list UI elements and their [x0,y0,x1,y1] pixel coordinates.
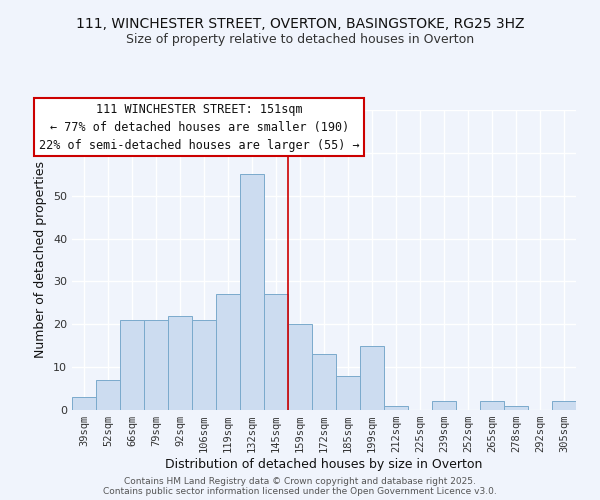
Bar [216,294,240,410]
X-axis label: Distribution of detached houses by size in Overton: Distribution of detached houses by size … [166,458,482,471]
Bar [264,294,288,410]
Bar [240,174,264,410]
Bar [336,376,360,410]
Bar [552,402,576,410]
Bar [312,354,336,410]
Bar [168,316,192,410]
Y-axis label: Number of detached properties: Number of detached properties [34,162,47,358]
Bar [96,380,120,410]
Text: Size of property relative to detached houses in Overton: Size of property relative to detached ho… [126,32,474,46]
Bar [192,320,216,410]
Bar [144,320,168,410]
Bar [504,406,528,410]
Bar [72,397,96,410]
Text: 111 WINCHESTER STREET: 151sqm
← 77% of detached houses are smaller (190)
22% of : 111 WINCHESTER STREET: 151sqm ← 77% of d… [39,102,359,152]
Bar [384,406,408,410]
Bar [360,346,384,410]
Bar [480,402,504,410]
Bar [120,320,144,410]
Bar [288,324,312,410]
Text: Contains public sector information licensed under the Open Government Licence v3: Contains public sector information licen… [103,487,497,496]
Bar [432,402,456,410]
Text: Contains HM Land Registry data © Crown copyright and database right 2025.: Contains HM Land Registry data © Crown c… [124,477,476,486]
Text: 111, WINCHESTER STREET, OVERTON, BASINGSTOKE, RG25 3HZ: 111, WINCHESTER STREET, OVERTON, BASINGS… [76,18,524,32]
